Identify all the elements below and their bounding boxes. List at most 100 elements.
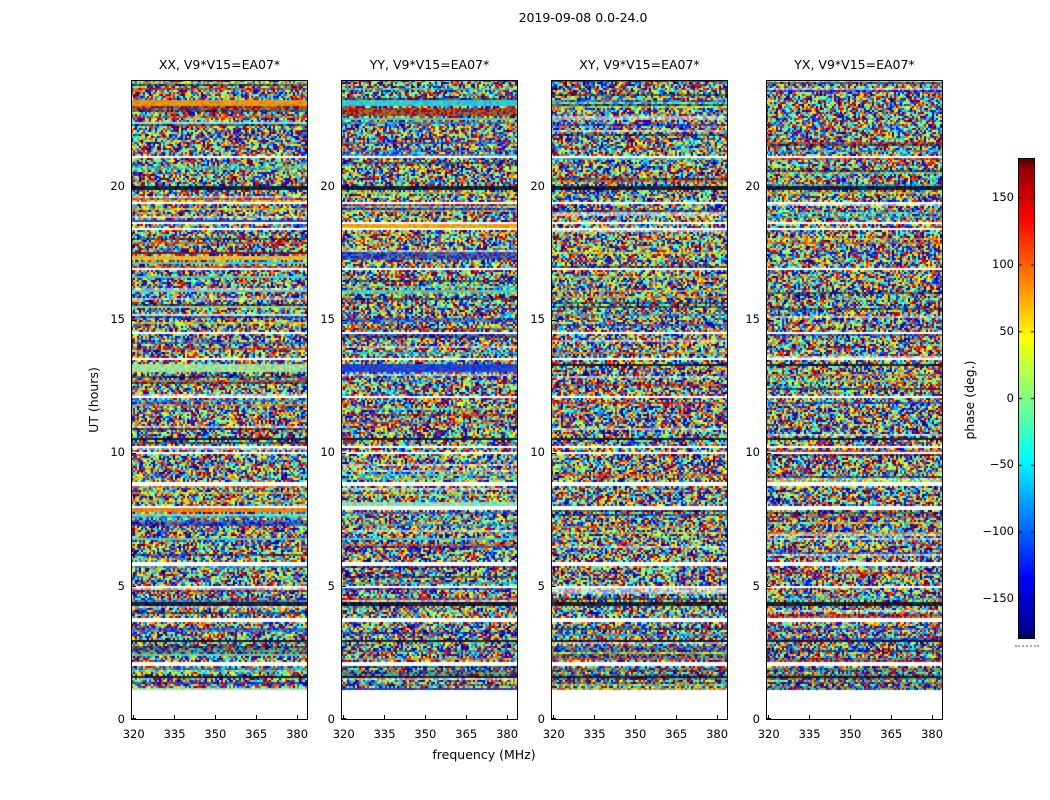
x-tick-mark xyxy=(890,715,892,719)
x-tick-mark xyxy=(594,715,596,719)
y-tick-label: 10 xyxy=(110,445,125,460)
y-tick-mark xyxy=(132,586,136,588)
y-tick-mark xyxy=(767,186,771,188)
y-tick-label: 15 xyxy=(320,312,335,326)
y-tick-label: 0 xyxy=(327,712,335,726)
heatmap-panel-xx: XX, V9*V15=EA07* 320 335 350 365 380 0 5 10 15 20 xyxy=(110,57,308,741)
y-tick-label: 0 xyxy=(537,712,545,726)
y-tick-mark xyxy=(132,452,136,454)
y-tick-label: 0 xyxy=(752,712,760,726)
y-tick-label: 5 xyxy=(327,578,335,593)
y-tick-label: 0 xyxy=(117,712,125,726)
y-axis-label: UT (hours) xyxy=(86,367,101,433)
y-tick-label: 20 xyxy=(320,178,335,193)
x-tick-label: 335 xyxy=(798,727,821,741)
y-tick-mark xyxy=(767,718,771,719)
heatmap-panel-yy: YY, V9*V15=EA07* 320 335 350 365 380 0 5 10 15 20 xyxy=(320,57,518,741)
x-tick-mark xyxy=(214,715,216,719)
y-tick-mark xyxy=(767,452,771,454)
x-tick-label: 365 xyxy=(880,727,903,741)
x-tick-mark xyxy=(296,715,298,719)
x-tick-mark xyxy=(384,715,386,719)
y-tick-mark xyxy=(552,452,556,454)
x-axis-label: frequency (MHz) xyxy=(432,747,536,762)
x-tick-mark xyxy=(343,715,345,719)
x-tick-label: 320 xyxy=(122,727,145,741)
colorbar-tick-label: −100 xyxy=(982,524,1014,539)
panel-title: YX, V9*V15=EA07* xyxy=(794,57,915,72)
heatmap-panel-xy: XY, V9*V15=EA07* 320 335 350 365 380 0 5 10 15 20 xyxy=(530,57,728,741)
panel-title: XY, V9*V15=EA07* xyxy=(579,57,700,72)
x-tick-label: 320 xyxy=(542,727,565,741)
y-tick-label: 5 xyxy=(752,578,760,593)
y-tick-label: 15 xyxy=(745,312,760,326)
colorbar-tick-label: 0 xyxy=(1006,390,1014,405)
x-tick-label: 350 xyxy=(204,727,227,741)
y-tick-label: 10 xyxy=(320,445,335,460)
x-tick-label: 350 xyxy=(624,727,647,741)
x-tick-label: 320 xyxy=(332,727,355,741)
x-tick-label: 365 xyxy=(455,727,478,741)
colorbar-tick-label: 150 xyxy=(992,190,1014,205)
heatmap-canvas xyxy=(551,80,728,720)
y-tick-mark xyxy=(342,186,346,188)
panel-title: YY, V9*V15=EA07* xyxy=(369,57,490,72)
x-tick-mark xyxy=(768,715,770,719)
y-tick-label: 5 xyxy=(537,578,545,593)
x-tick-mark xyxy=(506,715,508,719)
y-tick-mark xyxy=(342,452,346,454)
x-tick-mark xyxy=(255,715,257,719)
y-tick-mark xyxy=(767,319,771,321)
x-tick-label: 380 xyxy=(286,727,309,741)
y-tick-mark xyxy=(767,586,771,588)
heatmap-panel-yx: YX, V9*V15=EA07* 320 335 350 365 380 0 5 10 15 20 xyxy=(745,57,943,741)
x-tick-mark xyxy=(133,715,135,719)
x-tick-mark xyxy=(174,715,176,719)
x-tick-label: 380 xyxy=(706,727,729,741)
y-tick-mark xyxy=(342,586,346,588)
y-tick-mark xyxy=(552,186,556,188)
colorbar xyxy=(1018,158,1035,639)
x-tick-label: 380 xyxy=(496,727,519,741)
colorbar-tick-label: −50 xyxy=(989,457,1014,472)
x-tick-label: 350 xyxy=(414,727,437,741)
y-tick-label: 15 xyxy=(110,312,125,326)
x-tick-mark xyxy=(424,715,426,719)
x-tick-label: 335 xyxy=(373,727,396,741)
colorbar-canvas xyxy=(1018,158,1035,639)
x-tick-mark xyxy=(716,715,718,719)
y-tick-label: 10 xyxy=(745,445,760,460)
heatmap-canvas xyxy=(341,80,518,720)
y-tick-mark xyxy=(552,319,556,321)
x-tick-label: 380 xyxy=(921,727,944,741)
x-tick-mark xyxy=(931,715,933,719)
y-tick-mark xyxy=(132,319,136,321)
x-tick-label: 320 xyxy=(757,727,780,741)
x-tick-mark xyxy=(634,715,636,719)
colorbar-tick-label: 100 xyxy=(992,256,1014,271)
x-tick-label: 365 xyxy=(665,727,688,741)
heatmap-canvas xyxy=(766,80,943,720)
x-tick-label: 335 xyxy=(583,727,606,741)
y-tick-mark xyxy=(342,319,346,321)
panel-title: XX, V9*V15=EA07* xyxy=(158,57,281,72)
x-tick-label: 335 xyxy=(163,727,186,741)
colorbar-tick-label: 50 xyxy=(999,323,1014,338)
y-tick-mark xyxy=(552,718,556,719)
y-tick-mark xyxy=(132,186,136,188)
heatmap-canvas xyxy=(131,80,308,720)
x-tick-mark xyxy=(849,715,851,719)
y-tick-mark xyxy=(132,718,136,719)
figure-title: 2019-09-08 0.0-24.0 xyxy=(518,10,648,25)
x-tick-label: 365 xyxy=(245,727,268,741)
x-tick-mark xyxy=(465,715,467,719)
y-tick-label: 20 xyxy=(110,178,125,193)
x-tick-mark xyxy=(809,715,811,719)
colorbar-end-dots xyxy=(1015,645,1039,647)
y-tick-label: 20 xyxy=(530,178,545,193)
x-tick-mark xyxy=(553,715,555,719)
y-tick-label: 10 xyxy=(530,445,545,460)
colorbar-tick-label: −150 xyxy=(982,590,1014,605)
x-tick-label: 350 xyxy=(839,727,862,741)
